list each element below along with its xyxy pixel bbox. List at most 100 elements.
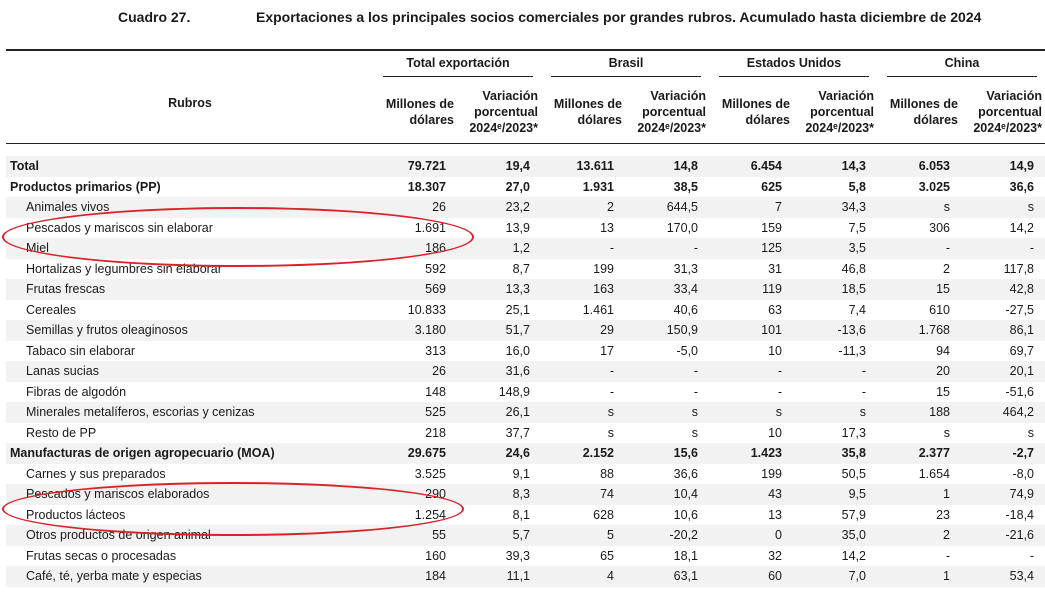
cell-value: 39,3	[505, 548, 530, 563]
cell-value: 569	[374, 279, 458, 300]
row-label: Total	[6, 156, 374, 177]
table-row: Tabaco sin elaborar 313 16,0 17 -5,0 10 -11,3 9…	[6, 341, 1045, 362]
cell-value: 24,6	[458, 443, 542, 464]
cell-value: 37,7	[505, 425, 530, 440]
cell-value: 5,7	[458, 525, 542, 546]
cell-value: 17	[600, 343, 614, 358]
cell-value: 218	[425, 425, 446, 440]
cell-value: 1.691	[414, 220, 446, 235]
caption-title: Exportaciones a los principales socios c…	[256, 9, 982, 25]
cell-value: -	[693, 384, 698, 399]
cell-value: -27,5	[1005, 302, 1035, 317]
cell-value: s	[710, 402, 794, 423]
cell-value: 10.833	[407, 302, 446, 317]
header-millones-dolares: Millones de dólares	[889, 97, 958, 127]
cell-value: 199	[593, 261, 614, 276]
row-label: Semillas y frutos oleaginosos	[6, 320, 374, 341]
cell-value: -5,0	[676, 343, 698, 358]
cell-value: 53,4	[962, 566, 1045, 587]
row-label: Café, té, yerba mate y especias	[6, 566, 374, 587]
row-label: Tabaco sin elaborar	[26, 343, 136, 358]
cell-value: 644,5	[626, 197, 710, 218]
cell-value: 18,1	[673, 548, 698, 563]
table-row: Café, té, yerba mate y especias 184 11,1 4 6…	[6, 566, 1045, 587]
cell-value: s	[794, 402, 878, 423]
header-variacion-porcentual: Variación porcentual 2024ᵉ/2023*	[805, 89, 874, 135]
cell-value: 46,8	[841, 261, 866, 276]
cell-value: 7,4	[848, 302, 866, 317]
row-label: Otros productos de origen animal	[6, 525, 374, 546]
cell-value: 69,7	[1009, 343, 1034, 358]
row-label: Productos lácteos	[26, 507, 126, 522]
cell-value: -	[542, 238, 626, 259]
cell-value: 36,6	[673, 466, 698, 481]
cell-value: 35,8	[794, 443, 878, 464]
row-label: Lanas sucias	[6, 361, 374, 382]
row-label: Animales vivos	[6, 197, 374, 218]
cell-value: 65	[600, 548, 614, 563]
cell-value: 4	[542, 566, 626, 587]
cell-value: 1.654	[918, 466, 950, 481]
cell-value: 3,5	[794, 238, 878, 259]
cell-value: -18,4	[1005, 507, 1035, 522]
cell-value: 29	[542, 320, 626, 341]
cell-value: -51,6	[1005, 384, 1035, 399]
cell-value: 2.152	[542, 443, 626, 464]
table-header: Rubros Total exportación Brasil Estados …	[6, 49, 1045, 144]
cell-value: 11,1	[458, 566, 542, 587]
cell-value: -20,2	[626, 525, 710, 546]
cell-value: 15,6	[626, 443, 710, 464]
table-row: Manufacturas de origen agropecuario (MOA…	[6, 443, 1045, 464]
cell-value: 1.768	[878, 320, 962, 341]
cell-value: 20	[878, 361, 962, 382]
cell-value: -	[777, 384, 782, 399]
cell-value: 17,3	[841, 425, 866, 440]
cell-value: 290	[374, 484, 458, 505]
cell-value: 13.611	[542, 156, 626, 177]
cell-value: 186	[374, 238, 458, 259]
cell-value: 199	[761, 466, 782, 481]
row-label: Minerales metalíferos, escorias y ceniza…	[6, 402, 374, 423]
cell-value: 150,9	[626, 320, 710, 341]
header-group-china: China	[878, 49, 1045, 81]
row-label: Miel	[6, 238, 374, 259]
cell-value: 14,3	[794, 156, 878, 177]
row-label: Manufacturas de origen agropecuario (MOA…	[6, 443, 374, 464]
table-row: Semillas y frutos oleaginosos 3.180 51,7 29…	[6, 320, 1045, 341]
cell-value: s	[1027, 425, 1034, 440]
cell-value: 31	[768, 261, 782, 276]
cell-value: 464,2	[962, 402, 1045, 423]
cell-value: 94	[936, 343, 950, 358]
cell-value: 2	[943, 261, 950, 276]
cell-value: 50,5	[841, 466, 866, 481]
table-row: Frutas frescas 569 13,3 163 33,4 119 18,5 15 42,…	[6, 279, 1045, 300]
cell-value: 14,2	[841, 548, 866, 563]
cell-value: s	[691, 425, 698, 440]
cell-value: 8,1	[512, 507, 530, 522]
cell-value: 42,8	[962, 279, 1045, 300]
header-variacion-porcentual: Variación porcentual 2024ᵉ/2023*	[637, 89, 706, 135]
cell-value: 6.454	[710, 156, 794, 177]
cell-value: -	[626, 361, 710, 382]
cell-value: 16,0	[505, 343, 530, 358]
row-label: Frutas secas o procesadas	[26, 548, 177, 563]
row-label: Pescados y mariscos sin elaborar	[26, 220, 213, 235]
cell-value: 6.053	[878, 156, 962, 177]
header-group-estados-unidos: Estados Unidos	[710, 49, 878, 81]
cell-value: 15	[878, 279, 962, 300]
cell-value: 20,1	[962, 361, 1045, 382]
cell-value: 1.931	[582, 179, 614, 194]
cell-value: 31,6	[458, 361, 542, 382]
cell-value: 10,6	[673, 507, 698, 522]
cell-value: 1,2	[458, 238, 542, 259]
cell-value: 306	[929, 220, 950, 235]
cell-value: 9,1	[512, 466, 530, 481]
row-label: Pescados y mariscos elaborados	[6, 484, 374, 505]
cell-value: 33,4	[626, 279, 710, 300]
cell-value: 1.461	[582, 302, 614, 317]
cell-value: 14,8	[626, 156, 710, 177]
cell-value: -2,7	[962, 443, 1045, 464]
cell-value: -	[710, 361, 794, 382]
cell-value: 18.307	[407, 179, 446, 194]
cell-value: 0	[710, 525, 794, 546]
